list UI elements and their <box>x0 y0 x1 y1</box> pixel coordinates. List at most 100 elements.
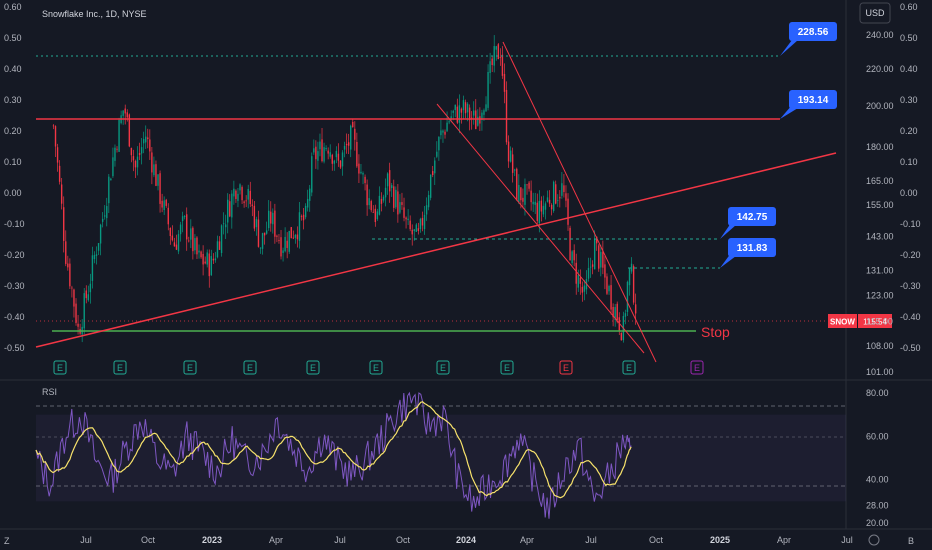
earnings-marker[interactable]: E <box>436 360 450 375</box>
candle-body <box>93 255 96 260</box>
rsi-tick: 80.00 <box>866 388 889 398</box>
earnings-marker[interactable]: E <box>369 360 383 375</box>
channel-upper-line <box>502 41 657 363</box>
candle-body <box>579 277 582 284</box>
callout-228-box <box>789 22 837 41</box>
right-percent-tick: 0.20 <box>900 126 918 136</box>
callout-228[interactable]: 228.56 <box>780 22 837 56</box>
candle-body <box>489 61 491 74</box>
candle-body <box>524 184 526 205</box>
candle-body <box>132 156 135 161</box>
callout-142[interactable]: 142.75 <box>720 207 776 239</box>
candle-body <box>149 139 151 152</box>
earnings-marker[interactable]: E <box>622 360 636 375</box>
earnings-marker[interactable]: E <box>243 360 257 375</box>
earnings-marker-label: E <box>563 363 569 373</box>
timezone-glyph[interactable]: Z <box>4 536 10 546</box>
candle-body <box>565 193 567 201</box>
candle-body <box>329 152 331 157</box>
symbol-title: Snowflake Inc., 1D, NYSE <box>42 9 147 19</box>
currency-button[interactable]: USD <box>859 2 891 24</box>
candle-body <box>444 131 446 135</box>
earnings-marker[interactable]: E <box>113 360 127 375</box>
candle-body <box>378 195 381 215</box>
earnings-marker[interactable]: E <box>500 360 514 375</box>
candle-body <box>112 157 114 177</box>
candle-body <box>483 110 485 115</box>
callout-131[interactable]: 131.83 <box>720 238 776 268</box>
candle-body <box>413 229 415 232</box>
earnings-marker-frame <box>559 360 573 375</box>
callout-193[interactable]: 193.14 <box>780 90 837 119</box>
candle-body <box>583 285 586 292</box>
candle-body <box>411 229 413 235</box>
candle-body <box>593 238 596 270</box>
earnings-marker-label: E <box>247 363 253 373</box>
earnings-marker-label: E <box>626 363 632 373</box>
candle-body <box>253 205 256 229</box>
earnings-marker[interactable]: E <box>183 360 197 375</box>
candle-body <box>350 125 352 150</box>
candle-body <box>222 223 225 225</box>
symbol-tag-box <box>828 314 857 328</box>
candle-body <box>309 188 311 201</box>
candle-body <box>192 227 194 252</box>
earnings-marker[interactable]: E <box>690 360 704 375</box>
currency-button-frame <box>859 2 891 24</box>
left-percent-tick: -0.30 <box>4 281 25 291</box>
candle-body <box>196 237 198 255</box>
candle-body <box>134 160 137 168</box>
rsi-tick: 60.00 <box>866 431 889 441</box>
settings-button[interactable]: B <box>868 534 914 546</box>
candle-body <box>399 202 401 213</box>
candle-body <box>518 184 520 203</box>
candle-body <box>391 185 393 189</box>
candle-body <box>63 207 65 241</box>
candle-body <box>167 207 169 225</box>
candle-body <box>202 253 204 265</box>
candle-body <box>473 110 475 116</box>
last-price-tag: SNOW 115.54 <box>828 314 892 328</box>
rsi-tick: 28.00 <box>866 501 889 511</box>
candle-body <box>140 147 143 154</box>
candle-body <box>458 105 461 123</box>
right-percent-tick: 0.30 <box>900 95 918 105</box>
right-percent-tick: 0.60 <box>900 2 918 12</box>
candle-body <box>493 46 495 66</box>
candle-body <box>190 228 192 240</box>
earnings-marker-frame <box>622 360 636 375</box>
candle-body <box>261 233 264 249</box>
candle-body <box>388 170 391 192</box>
earnings-marker[interactable]: E <box>53 360 67 375</box>
candle-body <box>425 205 428 215</box>
time-axis[interactable]: Jul Oct 2023 Apr Jul Oct 2024 Apr Jul Oct 2025 Apr J… <box>80 535 853 545</box>
candle-body <box>452 110 454 113</box>
candle-body <box>83 293 85 329</box>
left-percent-tick: -0.20 <box>4 250 25 260</box>
candle-body <box>509 150 512 162</box>
candle-body <box>333 160 336 164</box>
left-percent-tick: -0.40 <box>4 312 25 322</box>
candle-body <box>163 200 165 211</box>
price-axis[interactable]: 101.00 108.00 115.00 123.00 131.00 143.00 155.… <box>866 30 894 377</box>
candle-body <box>544 203 547 210</box>
price-tick: 108.00 <box>866 341 894 351</box>
candle-body <box>573 250 575 261</box>
price-tick: 143.00 <box>866 232 894 242</box>
candle-body <box>591 264 594 267</box>
candle-body <box>89 283 92 293</box>
candle-body <box>450 116 452 121</box>
earnings-marker[interactable]: E <box>559 360 573 375</box>
callout-142-pointer <box>720 223 736 239</box>
candle-body <box>255 219 258 228</box>
price-tag: 115.54 <box>863 318 887 327</box>
candle-body <box>142 139 145 144</box>
earnings-marker[interactable]: E <box>306 360 320 375</box>
candle-body <box>598 245 600 269</box>
candle-body <box>272 212 274 225</box>
candle-body <box>268 210 270 229</box>
candle-body <box>477 116 479 126</box>
price-tick: 200.00 <box>866 101 894 111</box>
